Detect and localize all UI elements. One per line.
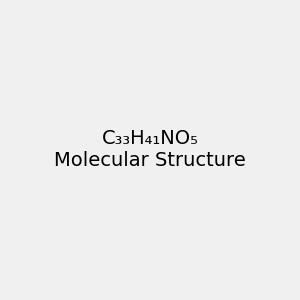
Text: C₃₃H₄₁NO₅
Molecular Structure: C₃₃H₄₁NO₅ Molecular Structure (54, 130, 246, 170)
